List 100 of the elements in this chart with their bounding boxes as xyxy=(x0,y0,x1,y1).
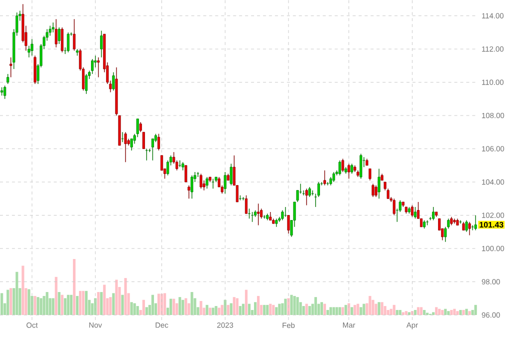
candlestick xyxy=(52,22,54,33)
bar xyxy=(58,292,60,315)
bar xyxy=(326,310,330,315)
bar xyxy=(368,296,372,315)
bar xyxy=(450,310,453,315)
candlestick xyxy=(30,38,34,56)
bar xyxy=(85,290,88,315)
bar xyxy=(184,298,188,315)
bar xyxy=(145,307,148,315)
bar xyxy=(398,310,402,315)
bar xyxy=(182,300,184,315)
bar xyxy=(112,293,115,315)
bar xyxy=(254,302,257,315)
candlestick xyxy=(432,206,435,221)
candlestick xyxy=(323,170,326,186)
candlestick xyxy=(10,57,12,78)
bar xyxy=(230,303,232,315)
bar xyxy=(323,304,326,315)
candlestick xyxy=(184,165,188,182)
bar xyxy=(402,312,404,315)
candlestick xyxy=(190,175,194,199)
candlestick xyxy=(372,183,374,198)
bar xyxy=(121,294,124,315)
candlestick xyxy=(305,188,308,206)
candlestick xyxy=(157,133,160,151)
bar xyxy=(462,310,465,315)
candlestick xyxy=(244,194,248,214)
bar xyxy=(100,292,103,315)
bar xyxy=(40,298,42,315)
candlestick xyxy=(112,72,115,91)
bar xyxy=(16,272,18,315)
bar xyxy=(238,306,242,315)
bar xyxy=(52,298,54,315)
bar xyxy=(378,302,380,315)
bar xyxy=(350,307,354,315)
bar xyxy=(46,292,48,315)
bar xyxy=(178,297,182,315)
candlestick xyxy=(230,163,232,186)
bar xyxy=(0,293,4,315)
bar xyxy=(372,300,374,315)
candlestick xyxy=(91,58,94,74)
candlestick xyxy=(4,85,6,100)
bar xyxy=(278,304,281,315)
bar xyxy=(332,307,336,315)
candlestick xyxy=(332,172,336,182)
candlestick xyxy=(133,133,136,144)
bar xyxy=(275,307,278,315)
bar xyxy=(320,302,323,315)
bar xyxy=(36,297,40,315)
bar xyxy=(441,310,444,315)
bar xyxy=(170,298,172,315)
candlestick xyxy=(136,118,139,138)
bar xyxy=(420,307,423,315)
bar xyxy=(263,304,266,315)
candlestick xyxy=(257,203,260,226)
bar xyxy=(244,290,248,315)
bar xyxy=(269,304,272,315)
bar xyxy=(257,296,260,315)
bar xyxy=(208,308,212,315)
bar xyxy=(242,304,245,315)
candlestick xyxy=(350,163,354,174)
candlestick xyxy=(468,222,471,236)
bar xyxy=(66,294,70,315)
candlestick xyxy=(160,155,164,171)
candlestick xyxy=(139,122,142,132)
bar xyxy=(133,303,136,315)
candlestick xyxy=(60,27,64,53)
bar xyxy=(447,311,450,315)
bar xyxy=(287,298,290,315)
bar xyxy=(124,278,127,315)
bar xyxy=(422,310,426,315)
candlestick xyxy=(145,148,148,161)
bar xyxy=(374,304,378,315)
candlestick xyxy=(94,55,97,68)
bar xyxy=(474,304,477,315)
bar xyxy=(284,298,287,315)
candlestick xyxy=(281,210,284,221)
candlestick xyxy=(287,214,290,234)
bar xyxy=(408,312,411,315)
bar xyxy=(172,298,176,315)
candlestick xyxy=(48,25,52,36)
bar xyxy=(338,307,342,315)
bar xyxy=(459,310,462,315)
candlestick xyxy=(124,132,127,162)
bar xyxy=(163,293,166,315)
candlestick xyxy=(348,163,350,180)
candlestick xyxy=(378,168,380,199)
bar xyxy=(60,294,64,315)
bar xyxy=(362,304,366,315)
candlestick xyxy=(338,160,342,176)
candlestick xyxy=(206,176,208,190)
bar xyxy=(360,307,362,315)
bar xyxy=(386,310,390,315)
bar xyxy=(22,266,24,315)
bar xyxy=(115,280,118,315)
bar xyxy=(335,307,338,315)
bar xyxy=(220,304,224,315)
bar xyxy=(70,294,73,315)
candlestick xyxy=(142,132,145,150)
bar xyxy=(97,292,100,315)
